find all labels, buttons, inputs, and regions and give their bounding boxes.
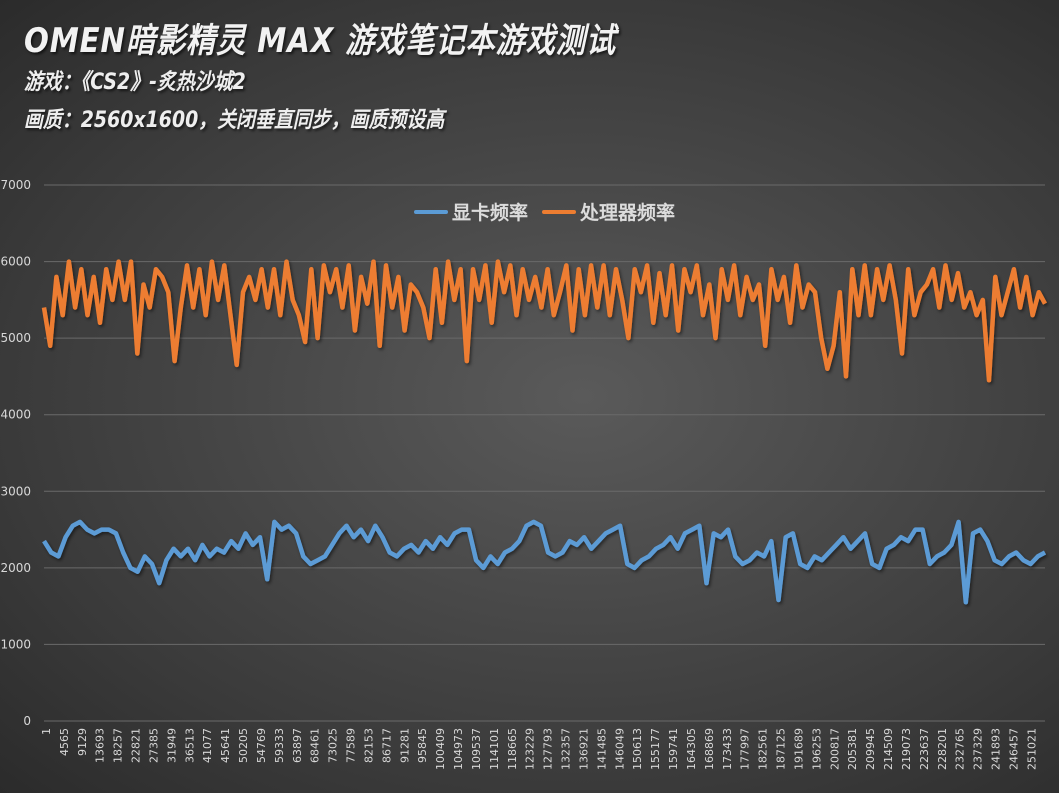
x-tick-label: 41077 <box>201 728 214 763</box>
x-tick-label: 209945 <box>864 728 877 770</box>
y-tick-label: 7000 <box>0 178 31 192</box>
legend: 显卡频率 处理器频率 <box>414 198 675 225</box>
y-tick-label: 6000 <box>0 255 31 269</box>
x-tick-label: 141485 <box>595 728 608 770</box>
x-tick-label: 191689 <box>792 728 805 770</box>
x-tick-label: 200817 <box>828 728 841 770</box>
x-tick-label: 82153 <box>362 728 375 763</box>
y-tick-label: 3000 <box>0 484 31 498</box>
x-tick-label: 187125 <box>775 728 788 770</box>
y-tick-label: 0 <box>23 714 31 728</box>
series-line <box>42 519 1047 605</box>
x-tick-label: 104973 <box>452 728 465 770</box>
x-tick-label: 86717 <box>380 728 393 763</box>
x-tick-label: 251021 <box>1025 728 1038 770</box>
x-tick-label: 127793 <box>542 728 555 770</box>
game-subtitle: 游戏：《CS2》-炙热沙城2 <box>24 70 246 95</box>
x-axis-ticks: 1 4565 9129 13693 18257 22821 27385 31949 36513 4… <box>40 728 1038 770</box>
x-tick-label: 4565 <box>58 728 71 756</box>
x-tick-label: 214509 <box>882 728 895 770</box>
legend-item-cpu: 处理器频率 <box>542 198 675 225</box>
x-tick-label: 177997 <box>739 728 752 770</box>
y-tick-label: 5000 <box>0 331 31 345</box>
x-tick-label: 114101 <box>488 728 501 770</box>
x-tick-label: 1 <box>40 728 53 735</box>
x-tick-label: 155177 <box>649 728 662 770</box>
x-tick-label: 232765 <box>954 728 967 770</box>
series-lines <box>41 259 1047 605</box>
x-tick-label: 159741 <box>667 728 680 770</box>
x-tick-label: 132357 <box>560 728 573 770</box>
x-tick-label: 228201 <box>936 728 949 770</box>
x-tick-label: 196253 <box>810 728 823 770</box>
x-tick-label: 18257 <box>112 728 125 763</box>
x-tick-label: 45641 <box>219 728 232 763</box>
legend-label-cpu: 处理器频率 <box>580 202 676 224</box>
y-tick-label: 2000 <box>0 561 31 575</box>
x-tick-label: 54769 <box>255 728 268 763</box>
x-tick-label: 205381 <box>846 728 859 770</box>
x-tick-label: 31949 <box>165 728 178 763</box>
x-tick-label: 95845 <box>416 728 429 763</box>
legend-swatch-cpu <box>542 209 577 214</box>
x-tick-label: 150613 <box>631 728 644 770</box>
x-tick-label: 73025 <box>327 728 340 763</box>
chart-title: OMEN暗影精灵 MAX 游戏笔记本游戏测试 <box>24 21 617 61</box>
x-tick-label: 109537 <box>470 728 483 770</box>
x-tick-label: 237329 <box>972 728 985 770</box>
x-tick-label: 182561 <box>757 728 770 770</box>
x-tick-label: 118665 <box>506 728 519 770</box>
legend-label-gpu: 显卡频率 <box>452 202 529 224</box>
y-tick-label: 1000 <box>0 637 31 651</box>
x-tick-label: 13693 <box>94 728 107 763</box>
x-tick-label: 223637 <box>918 728 931 770</box>
x-tick-label: 22821 <box>130 728 143 763</box>
x-tick-label: 168869 <box>703 728 716 770</box>
x-tick-label: 77589 <box>345 728 358 763</box>
series-line <box>41 259 1047 383</box>
x-tick-label: 36513 <box>183 728 196 763</box>
x-tick-label: 100409 <box>434 728 447 770</box>
x-tick-label: 27385 <box>147 728 160 763</box>
x-tick-label: 219073 <box>900 728 913 770</box>
x-tick-label: 9129 <box>76 728 89 756</box>
x-tick-label: 63897 <box>291 728 304 763</box>
settings-subtitle: 画质：2560x1600，关闭垂直同步，画质预设高 <box>24 108 445 133</box>
x-tick-label: 241893 <box>990 728 1003 770</box>
x-tick-label: 136921 <box>577 728 590 770</box>
x-tick-label: 164305 <box>685 728 698 770</box>
gridlines <box>44 184 1045 722</box>
x-tick-label: 50205 <box>237 728 250 763</box>
x-tick-label: 246457 <box>1007 728 1020 770</box>
x-tick-label: 146049 <box>613 728 626 770</box>
x-tick-label: 123229 <box>524 728 537 770</box>
x-tick-label: 91281 <box>398 728 411 763</box>
x-tick-label: 173433 <box>721 728 734 770</box>
y-tick-label: 4000 <box>0 408 31 422</box>
x-tick-label: 68461 <box>309 728 322 763</box>
x-tick-label: 59333 <box>273 728 286 763</box>
y-axis-ticks: 0 1000 2000 3000 4000 5000 6000 7000 <box>0 178 31 728</box>
title-block: OMEN暗影精灵 MAX 游戏笔记本游戏测试 游戏：《CS2》-炙热沙城2 画质… <box>24 18 712 140</box>
legend-item-gpu: 显卡频率 <box>414 198 528 225</box>
legend-swatch-gpu <box>414 209 448 214</box>
